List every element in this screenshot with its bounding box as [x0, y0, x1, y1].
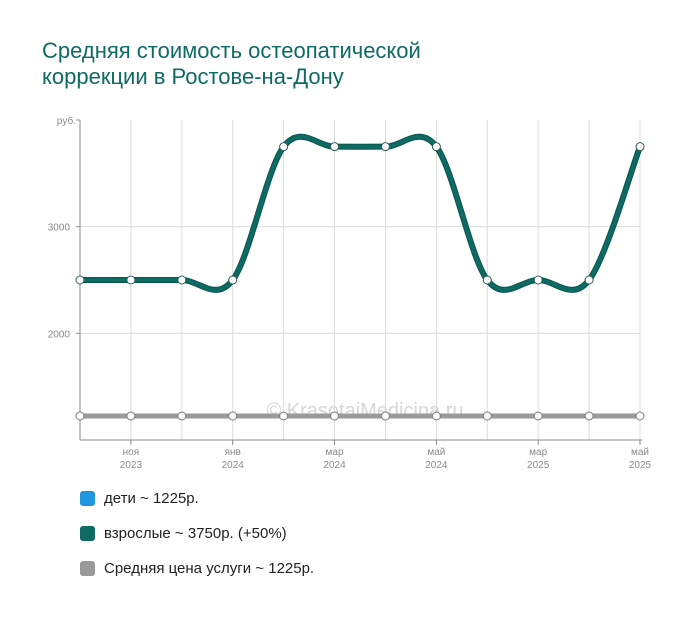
- data-point-average: [584, 411, 594, 421]
- y-axis-label: руб.: [57, 115, 76, 127]
- data-point-average: [635, 411, 645, 421]
- data-point-adults: [177, 275, 187, 285]
- data-point-average: [228, 411, 238, 421]
- data-point-average: [126, 411, 136, 421]
- chart-title-line-2: коррекции в Ростове-на-Дону: [42, 64, 344, 89]
- x-tick-label: 2023: [120, 460, 143, 471]
- y-tick-label: 3000: [48, 223, 71, 234]
- legend-item-children[interactable]: дети ~ 1225р.: [80, 488, 314, 508]
- chart-legend: дети ~ 1225р. взрослые ~ 3750р. (+50%) С…: [80, 488, 314, 593]
- legend-label-average: Средняя цена услуги ~ 1225р.: [104, 559, 315, 577]
- chart-series-lines: [77, 133, 643, 419]
- data-point-average: [75, 411, 85, 421]
- data-point-adults: [584, 275, 594, 285]
- x-tick-label: 2024: [323, 460, 346, 471]
- data-point-average: [482, 411, 492, 421]
- legend-label-adults: взрослые ~ 3750р. (+50%): [104, 524, 287, 542]
- x-tick-label: янв: [225, 447, 241, 458]
- chart-points: [75, 142, 645, 421]
- series-line-adults-outline: [77, 133, 643, 293]
- x-tick-label: мар: [326, 447, 344, 458]
- legend-item-average[interactable]: Средняя цена услуги ~ 1225р.: [80, 558, 314, 578]
- data-point-adults: [533, 275, 543, 285]
- data-point-adults: [431, 142, 441, 152]
- data-point-adults: [482, 275, 492, 285]
- x-tick-label: 2024: [222, 460, 245, 471]
- x-tick-label: мар: [529, 447, 547, 458]
- legend-item-adults[interactable]: взрослые ~ 3750р. (+50%): [80, 523, 314, 543]
- series-line-adults: [78, 134, 642, 292]
- legend-label-children: дети ~ 1225р.: [104, 489, 199, 507]
- data-point-average: [279, 411, 289, 421]
- line-chart: © KrasotaiMedicina.ru руб.20003000ноя202…: [48, 115, 652, 471]
- data-point-adults: [75, 275, 85, 285]
- data-point-adults: [635, 142, 645, 152]
- legend-swatch-adults: [80, 525, 95, 541]
- data-point-adults: [228, 275, 238, 285]
- x-tick-label: ноя: [123, 447, 140, 458]
- data-point-average: [177, 411, 187, 421]
- data-point-average: [380, 411, 390, 421]
- data-point-average: [431, 411, 441, 421]
- y-tick-label: 2000: [48, 329, 71, 340]
- x-tick-label: май: [427, 447, 445, 458]
- data-point-adults: [126, 275, 136, 285]
- legend-swatch-average: [80, 560, 95, 576]
- chart-axes: руб. 2000 3000 ноя 2023 янв 2024 мар 2024 май 2024…: [48, 115, 652, 471]
- x-tick-label: 2025: [527, 460, 550, 471]
- data-point-adults: [380, 142, 390, 152]
- legend-swatch-children: [80, 490, 95, 506]
- data-point-average: [533, 411, 543, 421]
- chart-title: Средняя стоимость остеопатической коррек…: [42, 38, 602, 90]
- x-tick-label: 2024: [425, 460, 448, 471]
- data-point-adults: [330, 142, 340, 152]
- x-tick-label: май: [631, 447, 649, 458]
- data-point-adults: [279, 142, 289, 152]
- chart-title-line-1: Средняя стоимость остеопатической: [42, 38, 421, 63]
- data-point-average: [330, 411, 340, 421]
- x-tick-label: 2025: [629, 460, 652, 471]
